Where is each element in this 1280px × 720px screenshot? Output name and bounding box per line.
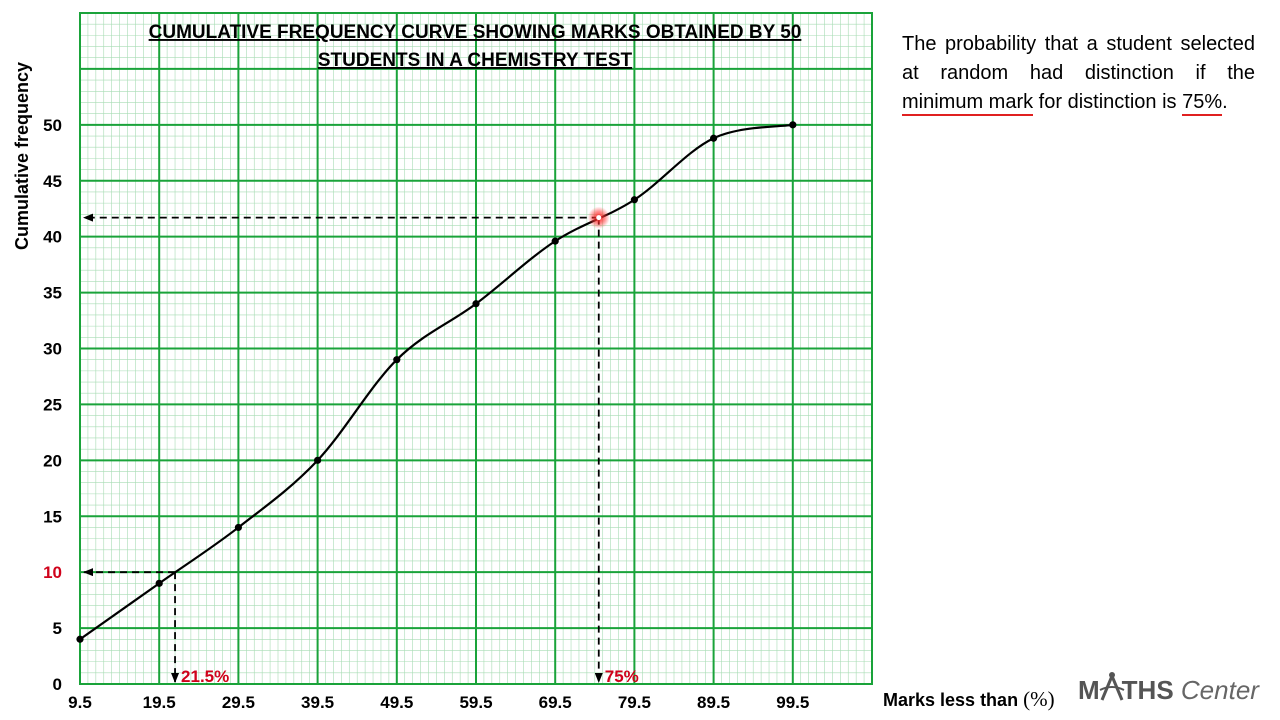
- x-axis-label: Marks less than (%): [883, 687, 1055, 711]
- curve-layer: [79, 123, 793, 641]
- y-tick-label: 35: [43, 284, 62, 303]
- question-underlined-75-percent: 75%: [1182, 91, 1223, 116]
- chart-title-line-1: CUMULATIVE FREQUENCY CURVE SHOWING MARKS…: [149, 22, 802, 43]
- annotation-label: 75%: [605, 667, 639, 686]
- brand-text-part2: THS: [1122, 675, 1174, 705]
- brand-text-part1: M: [1078, 675, 1100, 705]
- x-tick-label: 99.5: [776, 693, 809, 712]
- y-tick-label: 45: [43, 172, 62, 191]
- y-tick-label: 30: [43, 340, 62, 359]
- compass-icon: [1099, 672, 1125, 701]
- y-tick-label: 25: [43, 395, 62, 414]
- question-text: The probability that a student selected …: [902, 30, 1255, 117]
- x-tick-label: 9.5: [68, 693, 92, 712]
- data-point: [393, 356, 401, 364]
- y-tick-label: 20: [43, 451, 62, 470]
- cumulative-frequency-curve: [79, 123, 793, 641]
- data-point: [630, 196, 639, 204]
- y-axis-label: Cumulative frequency: [12, 62, 32, 250]
- y-tick-label: 50: [43, 116, 62, 135]
- guide-lines: [83, 213, 603, 683]
- question-text-middle: for distinction is: [1033, 91, 1183, 113]
- brand-logo: M THS Center: [1078, 672, 1260, 705]
- points-layer: [76, 121, 797, 643]
- chart-title-line-2: STUDENTS IN A CHEMISTRY TEST: [318, 50, 633, 71]
- x-tick-label: 19.5: [143, 693, 176, 712]
- y-tick-label: 0: [53, 675, 62, 694]
- y-tick-label: 5: [53, 619, 62, 638]
- question-text-after: .: [1222, 91, 1228, 113]
- y-tick-label: 40: [43, 228, 62, 247]
- annotation-label: 21.5%: [181, 667, 229, 686]
- x-axis-label-text: Marks less than: [883, 690, 1018, 710]
- data-point: [234, 523, 242, 532]
- question-text-before: The probability that a student selected …: [902, 33, 1255, 84]
- data-point: [789, 121, 797, 129]
- x-tick-label: 49.5: [380, 693, 413, 712]
- x-axis-label-unit: (%): [1023, 687, 1054, 711]
- x-tick-label: 79.5: [618, 693, 651, 712]
- data-point: [76, 635, 84, 643]
- x-tick-label: 59.5: [459, 693, 492, 712]
- x-tick-label: 39.5: [301, 693, 334, 712]
- plot-border: [79, 12, 873, 685]
- y-tick-label: 15: [43, 507, 62, 526]
- brand-text-part3: Center: [1174, 675, 1261, 705]
- x-tick-label: 29.5: [222, 693, 255, 712]
- highlight-point: [596, 215, 602, 221]
- labels-layer: 9.5 19.5 29.5 39.5 49.5 59.5 69.5 79.5 89.5 99.5 0…: [43, 116, 809, 712]
- axes: [79, 12, 873, 685]
- question-underlined-minimum-mark: minimum mark: [902, 91, 1034, 116]
- x-tick-label: 69.5: [539, 693, 572, 712]
- data-point: [314, 456, 322, 464]
- data-point: [472, 300, 480, 308]
- x-tick-label: 89.5: [697, 693, 730, 712]
- y-tick-label: 10: [43, 563, 62, 582]
- data-point: [155, 579, 163, 587]
- data-point: [710, 134, 718, 142]
- data-point: [551, 237, 559, 245]
